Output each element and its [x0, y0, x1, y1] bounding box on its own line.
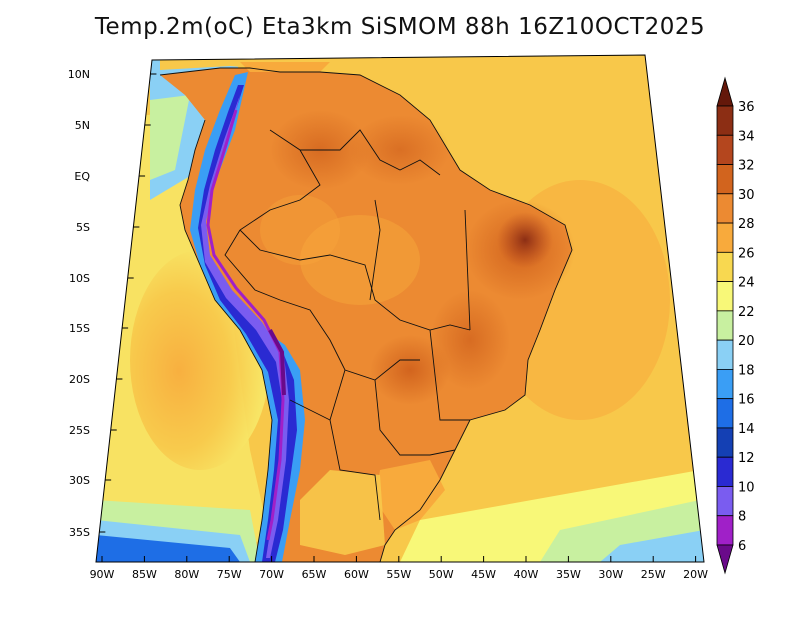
lon-tick-label: 30W: [598, 568, 623, 581]
colorbar-top-arrow: [716, 76, 734, 107]
longitude-axis: 90W 85W 80W 75W 70W 65W 60W 55W 50W 45W 40W 35W 30W 2…: [90, 556, 708, 581]
colorbar-label: 24: [738, 276, 755, 291]
lat-tick-label: 10N: [68, 68, 90, 81]
colorbar-swatch: [716, 164, 734, 195]
colorbar-swatch: [716, 222, 734, 253]
lon-tick-label: 70W: [259, 568, 284, 581]
country-borders: [159, 67, 573, 562]
lon-tick-label: 85W: [132, 568, 157, 581]
colorbar-label: 6: [738, 539, 746, 554]
colorbar-label: 30: [738, 188, 755, 203]
map-title: Temp.2m(oC) Eta3km SiSMOM 88h 16Z10OCT20…: [94, 14, 706, 40]
lon-tick-label: 50W: [429, 568, 454, 581]
lon-tick-label: 75W: [217, 568, 242, 581]
colorbar-swatch: [716, 486, 734, 517]
colorbar-label: 34: [738, 129, 755, 144]
colorbar-label: 10: [738, 480, 755, 495]
colorbar-label: 12: [738, 451, 755, 466]
colorbar-swatch: [716, 368, 734, 400]
colorbar-label: 26: [738, 246, 755, 261]
lon-tick-label: 65W: [302, 568, 327, 581]
lon-tick-label: 55W: [386, 568, 411, 581]
colorbar-swatch: [716, 427, 734, 458]
lon-tick-label: 35W: [556, 568, 581, 581]
colorbar-label: 28: [738, 217, 755, 232]
colorbar-label: 36: [738, 100, 755, 115]
andes-cold-band: [190, 72, 305, 562]
colorbar-swatch: [716, 456, 734, 487]
colorbar-label: 8: [738, 510, 746, 525]
lat-tick-label: 20S: [69, 373, 90, 386]
latitude-axis: 10N 5N EQ 5S 10S 15S 20S 25S 30S 35S: [68, 68, 157, 539]
lat-tick-label: 35S: [69, 526, 90, 539]
colorbar-swatch: [716, 134, 734, 165]
lon-tick-label: 45W: [471, 568, 496, 581]
lon-tick-label: 40W: [514, 568, 539, 581]
colorbar-label: 14: [738, 422, 755, 437]
colorbar-swatch: [716, 251, 734, 282]
colorbar-swatch: [716, 281, 734, 312]
lon-tick-label: 90W: [90, 568, 115, 581]
colorbar-label: 22: [738, 305, 755, 320]
lat-tick-label: 10S: [69, 272, 90, 285]
colorbar-bottom-arrow: [716, 544, 734, 575]
colorbar-swatch: [716, 398, 734, 429]
colorbar-swatch: [716, 105, 734, 136]
colorbar-label: 16: [738, 393, 755, 408]
colorbar: 6 8 10 12 14 16 18 20 22 24 26 28 30 32 34 36: [716, 76, 755, 575]
south-america-land: [160, 68, 572, 562]
colorbar-label: 20: [738, 334, 755, 349]
lon-tick-label: 80W: [174, 568, 199, 581]
map-frame: [95, 54, 705, 563]
lat-tick-label: 15S: [69, 322, 90, 335]
lat-tick-label: EQ: [74, 170, 90, 183]
lat-tick-label: 5S: [76, 221, 90, 234]
lon-tick-label: 25W: [641, 568, 666, 581]
lon-tick-label: 60W: [344, 568, 369, 581]
colorbar-label: 32: [738, 159, 755, 174]
temperature-field: [96, 55, 704, 562]
colorbar-swatch: [716, 339, 734, 370]
colorbar-swatch: [716, 310, 734, 341]
lat-tick-label: 30S: [69, 474, 90, 487]
colorbar-swatch: [716, 193, 734, 224]
lon-tick-label: 20W: [683, 568, 708, 581]
colorbar-swatch: [716, 515, 734, 546]
lat-tick-label: 5N: [75, 119, 90, 132]
lat-tick-label: 25S: [69, 424, 90, 437]
colorbar-label: 18: [738, 363, 755, 378]
